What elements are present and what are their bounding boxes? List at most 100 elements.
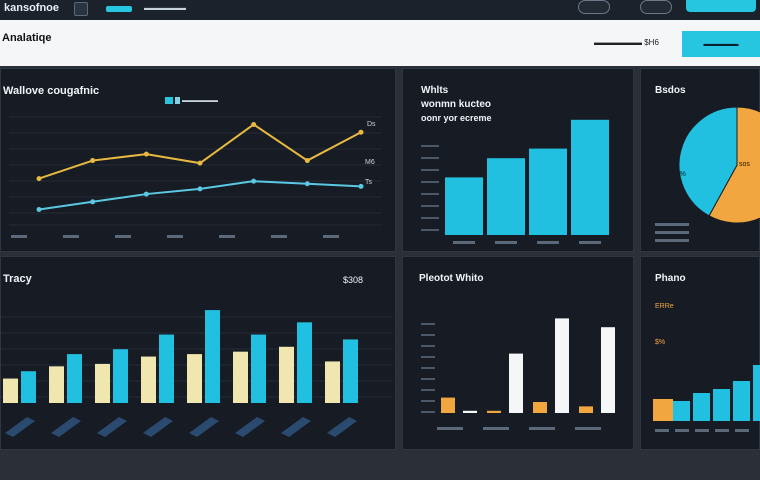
paired-bar-chart — [421, 318, 615, 430]
series-label-2: M6 — [365, 159, 375, 166]
x-tick-mark — [735, 429, 749, 432]
bar — [529, 148, 567, 235]
x-tick-mark — [695, 429, 709, 432]
data-point — [358, 129, 364, 135]
y-tick-mark — [421, 323, 435, 325]
primary-action-button[interactable] — [686, 0, 756, 12]
pie-chart — [655, 106, 760, 242]
page-title: Analatiqe — [2, 32, 52, 44]
trend-card: Tracy $308 — [0, 256, 396, 450]
side-card-title: Phano — [655, 273, 686, 284]
bar — [3, 378, 18, 403]
footer — [0, 450, 760, 480]
y-tick-mark — [421, 145, 439, 147]
x-tick-label — [143, 417, 173, 437]
line-chart-legend: ▬▬▬▬▬▬ — [165, 97, 218, 104]
x-tick-mark — [115, 235, 131, 238]
trend-bar-chart — [1, 310, 393, 437]
y-tick-mark — [421, 181, 439, 183]
export-button-label: ▬▬▬▬▬ — [703, 40, 739, 48]
data-point — [304, 181, 310, 187]
x-tick-label — [189, 417, 219, 437]
data-point — [197, 160, 203, 166]
data-point — [304, 158, 310, 164]
data-point — [197, 186, 203, 192]
trend-title: Tracy — [3, 273, 32, 285]
x-tick-mark — [11, 235, 27, 238]
bar — [205, 310, 220, 403]
x-tick-label — [327, 417, 357, 437]
x-tick-mark — [437, 427, 463, 430]
x-tick-mark — [495, 241, 517, 244]
data-point — [90, 199, 96, 205]
x-tick-mark — [167, 235, 183, 238]
accent-bar — [653, 399, 673, 421]
bar — [463, 410, 477, 413]
legend-line — [655, 231, 689, 234]
data-point — [36, 176, 42, 182]
top-bar: kansofnoe ▬▬▬▬▬▬ — [0, 0, 760, 20]
bar — [187, 354, 202, 403]
x-tick-mark — [579, 241, 601, 244]
x-tick-mark — [537, 241, 559, 244]
bar — [487, 158, 525, 235]
bar — [325, 361, 340, 403]
y-tick-mark — [421, 378, 435, 380]
bar — [555, 318, 569, 413]
bar-chart — [421, 119, 609, 244]
x-tick-mark — [219, 235, 235, 238]
y-tick-mark — [421, 217, 439, 219]
accent-indicator — [106, 6, 132, 12]
x-tick-label — [235, 417, 265, 437]
data-point — [358, 183, 364, 189]
y-tick-mark — [421, 334, 435, 336]
side-bar-card: Phano ERRe $% — [640, 256, 760, 450]
x-tick-mark — [675, 429, 689, 432]
legend-line — [655, 239, 689, 242]
bar — [279, 346, 294, 403]
pie-chart-card: Bsdos S% sos — [640, 68, 760, 252]
top-tab[interactable]: ▬▬▬▬▬▬ — [144, 5, 186, 12]
data-point — [143, 151, 149, 157]
bar — [441, 397, 455, 413]
y-tick-mark — [421, 345, 435, 347]
legend-line — [655, 223, 689, 226]
y-tick-mark — [421, 157, 439, 159]
line-chart-card: Wallove cougafnic ▬▬▬▬▬▬ Ds M6 Ts — [0, 68, 396, 252]
line-chart — [9, 116, 381, 238]
x-tick-label — [97, 417, 127, 437]
x-tick-mark — [453, 241, 475, 244]
y-tick-mark — [421, 367, 435, 369]
bar — [141, 356, 156, 403]
trend-value: $308 — [343, 275, 364, 285]
x-tick-mark — [575, 427, 601, 430]
filter-label: ▬▬▬▬▬▬ $H6 — [594, 38, 659, 47]
bar — [49, 366, 64, 403]
y-tick-mark — [421, 193, 439, 195]
data-point — [90, 158, 96, 164]
y-tick-mark — [421, 411, 435, 413]
legend-swatch — [175, 97, 180, 104]
paired-bar-title: Pleotot Whito — [419, 273, 484, 284]
pie-label-right: sos — [739, 161, 750, 168]
bar — [693, 393, 710, 421]
side-bar-chart — [653, 365, 760, 432]
x-tick-label — [5, 417, 35, 437]
side-label-2: $% — [655, 339, 666, 346]
bar — [113, 349, 128, 403]
bar — [21, 371, 36, 403]
side-label-1: ERRe — [655, 303, 674, 310]
bar — [571, 119, 609, 235]
bar — [487, 410, 501, 413]
bar — [67, 354, 82, 403]
line-chart-title: Wallove cougafnic — [3, 85, 100, 97]
x-tick-mark — [323, 235, 339, 238]
export-button[interactable]: ▬▬▬▬▬ — [682, 31, 760, 57]
toggle-control[interactable] — [578, 0, 610, 14]
x-tick-mark — [271, 235, 287, 238]
y-tick-mark — [421, 229, 439, 231]
data-point — [143, 191, 149, 197]
app-icon[interactable] — [74, 2, 88, 16]
paired-bar-card: Pleotot Whito — [402, 256, 634, 450]
profile-control[interactable] — [640, 0, 672, 14]
